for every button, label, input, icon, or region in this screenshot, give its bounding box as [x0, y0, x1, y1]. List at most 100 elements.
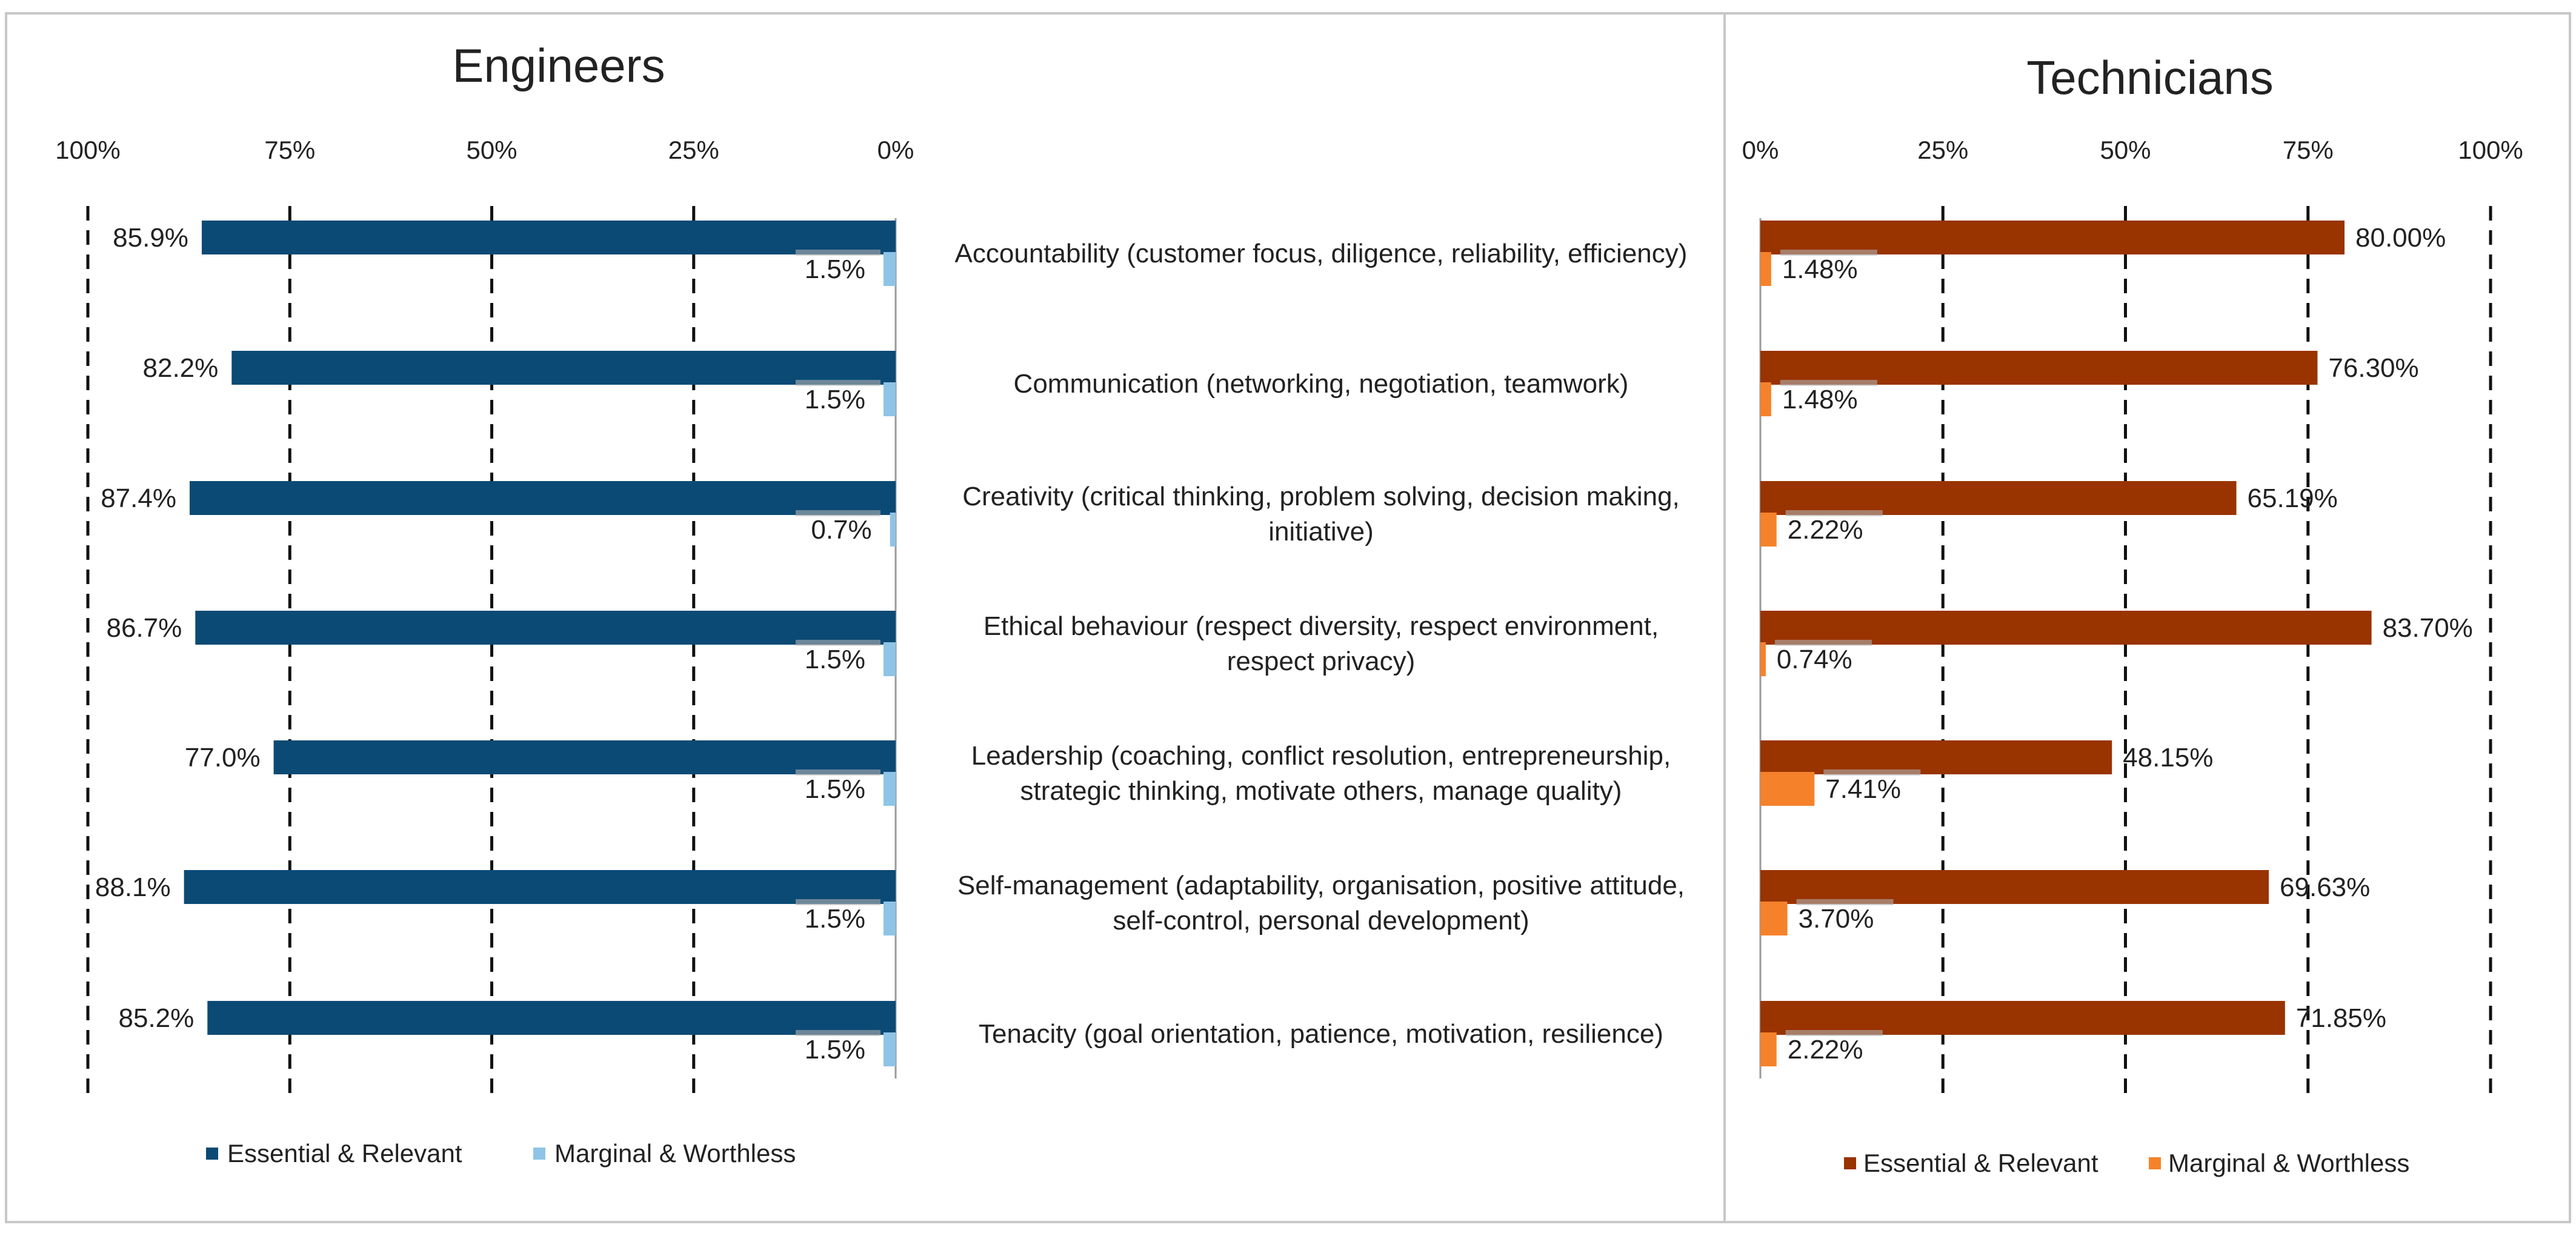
category-label-line: Self-management (adaptability, organisat…: [957, 871, 1685, 900]
technicians-marginal-label: 0.74%: [1777, 645, 1852, 674]
engineers-marginal-bar: [890, 513, 896, 547]
engineers-essential-bar: [195, 611, 896, 645]
technicians-marginal-bar: [1760, 513, 1777, 547]
engineers-marginal-label: 1.5%: [805, 1035, 865, 1065]
engineers-tick-label: 100%: [55, 136, 120, 164]
category-label: Leadership (coaching, conflict resolutio…: [971, 741, 1671, 806]
engineers-marginal-label-bg: [796, 380, 880, 386]
engineers-essential-label: 85.9%: [113, 223, 188, 253]
category-label: Self-management (adaptability, organisat…: [957, 871, 1685, 935]
engineers-essential-label: 86.7%: [107, 613, 182, 643]
technicians-marginal-label-bg: [1785, 1030, 1883, 1036]
category-labels: Accountability (customer focus, diligenc…: [955, 239, 1688, 1049]
technicians-marginal-bar: [1760, 772, 1815, 806]
engineers-essential-label: 87.4%: [101, 483, 176, 513]
technicians-essential-bar: [1760, 481, 2237, 515]
engineers-tick-label: 25%: [668, 136, 719, 164]
technicians-essential-bar: [1760, 351, 2318, 385]
engineers-marginal-label: 1.5%: [805, 254, 865, 284]
technicians-marginal-bar: [1760, 1032, 1777, 1066]
category-label-line: strategic thinking, motivate others, man…: [1020, 776, 1622, 806]
engineers-tick-label: 75%: [264, 136, 315, 164]
technicians-essential-label: 69.63%: [2280, 872, 2370, 902]
category-label-line: self-control, personal development): [1113, 906, 1529, 935]
engineers-essential-label: 82.2%: [143, 353, 219, 383]
engineers-marginal-label-bg: [796, 1030, 880, 1036]
category-label: Tenacity (goal orientation, patience, mo…: [979, 1019, 1663, 1049]
technicians-legend-swatch-essential: [1844, 1157, 1856, 1169]
engineers-marginal-label-bg: [796, 250, 880, 256]
technicians-marginal-label: 3.70%: [1799, 904, 1874, 934]
category-label-line: Ethical behaviour (respect diversity, re…: [983, 611, 1659, 641]
technicians-marginal-label-bg: [1796, 899, 1894, 905]
technicians-marginal-label: 2.22%: [1788, 1035, 1863, 1065]
technicians-essential-bar: [1760, 221, 2345, 254]
engineers-marginal-label: 1.5%: [805, 645, 865, 674]
engineers-tick-label: 50%: [466, 136, 517, 164]
technicians-marginal-label-bg: [1774, 640, 1872, 646]
engineers-marginal-bar: [884, 1032, 896, 1066]
technicians-tick-label: 50%: [2100, 136, 2151, 164]
engineers-marginal-label: 0.7%: [811, 515, 871, 545]
technicians-panel-frame: [1723, 12, 2571, 1223]
category-label-line: respect privacy): [1227, 646, 1416, 676]
technicians-essential-label: 76.30%: [2328, 353, 2418, 383]
engineers-marginal-label: 1.5%: [805, 385, 865, 414]
category-label-line: Communication (networking, negotiation, …: [1014, 369, 1629, 399]
engineers-essential-bar: [207, 1001, 896, 1035]
engineers-marginal-label-bg: [796, 640, 880, 646]
category-label-line: Leadership (coaching, conflict resolutio…: [971, 741, 1671, 771]
technicians-marginal-bar: [1760, 902, 1788, 935]
technicians-legend-swatch-marginal: [2149, 1157, 2161, 1169]
engineers-marginal-bar: [884, 772, 896, 806]
technicians-marginal-label: 7.41%: [1825, 774, 1901, 804]
category-label: Creativity (critical thinking, problem s…: [962, 482, 1680, 547]
technicians-essential-label: 71.85%: [2296, 1003, 2386, 1033]
technicians-marginal-bar: [1760, 382, 1771, 416]
category-label: Ethical behaviour (respect diversity, re…: [983, 611, 1659, 676]
technicians-chart: Technicians 0% 25% 50% 75% 100% 80.00% 1.48% 76.…: [1742, 51, 2523, 1177]
technicians-marginal-label: 1.48%: [1782, 385, 1858, 414]
technicians-title: Technicians: [2026, 51, 2274, 104]
technicians-legend-label-marginal: Marginal & Worthless: [2168, 1149, 2409, 1177]
technicians-tick-label: 100%: [2458, 136, 2523, 164]
technicians-essential-label: 65.19%: [2248, 483, 2338, 513]
engineers-marginal-bar: [884, 382, 896, 416]
technicians-marginal-label-bg: [1780, 380, 1877, 386]
category-label: Accountability (customer focus, diligenc…: [955, 239, 1688, 268]
technicians-tick-label: 75%: [2283, 136, 2334, 164]
engineers-marginal-label: 1.5%: [805, 904, 865, 934]
category-label-line: initiative): [1268, 517, 1374, 547]
technicians-marginal-label-bg: [1823, 769, 1921, 776]
engineers-marginal-label-bg: [796, 510, 880, 516]
engineers-marginal-label-bg: [796, 769, 880, 776]
engineers-essential-bar: [273, 740, 896, 774]
engineers-essential-label: 88.1%: [95, 872, 171, 902]
engineers-essential-label: 77.0%: [185, 743, 261, 772]
engineers-title: Engineers: [452, 39, 665, 92]
technicians-legend-label-essential: Essential & Relevant: [1863, 1149, 2098, 1177]
engineers-legend-label-marginal: Marginal & Worthless: [554, 1139, 796, 1168]
technicians-marginal-bar: [1760, 252, 1771, 286]
technicians-tick-label: 25%: [1917, 136, 1968, 164]
engineers-marginal-bar: [884, 642, 896, 676]
technicians-marginal-label: 1.48%: [1782, 254, 1858, 284]
engineers-marginal-bar: [884, 252, 896, 286]
technicians-essential-label: 48.15%: [2123, 743, 2213, 772]
engineers-essential-bar: [184, 870, 896, 904]
technicians-essential-label: 83.70%: [2383, 613, 2473, 643]
engineers-marginal-bar: [884, 902, 896, 935]
technicians-essential-label: 80.00%: [2355, 223, 2446, 253]
engineers-marginal-label-bg: [796, 899, 880, 905]
technicians-marginal-bar: [1760, 642, 1766, 676]
category-label: Communication (networking, negotiation, …: [1014, 369, 1629, 399]
engineers-essential-bar: [231, 351, 896, 385]
technicians-tick-label: 0%: [1742, 136, 1779, 164]
technicians-marginal-label-bg: [1785, 510, 1883, 516]
engineers-legend-swatch-essential: [206, 1148, 218, 1160]
engineers-essential-label: 85.2%: [119, 1003, 195, 1033]
engineers-essential-bar: [189, 481, 896, 515]
technicians-essential-bar: [1760, 1001, 2285, 1035]
category-label-line: Accountability (customer focus, diligenc…: [955, 239, 1688, 268]
